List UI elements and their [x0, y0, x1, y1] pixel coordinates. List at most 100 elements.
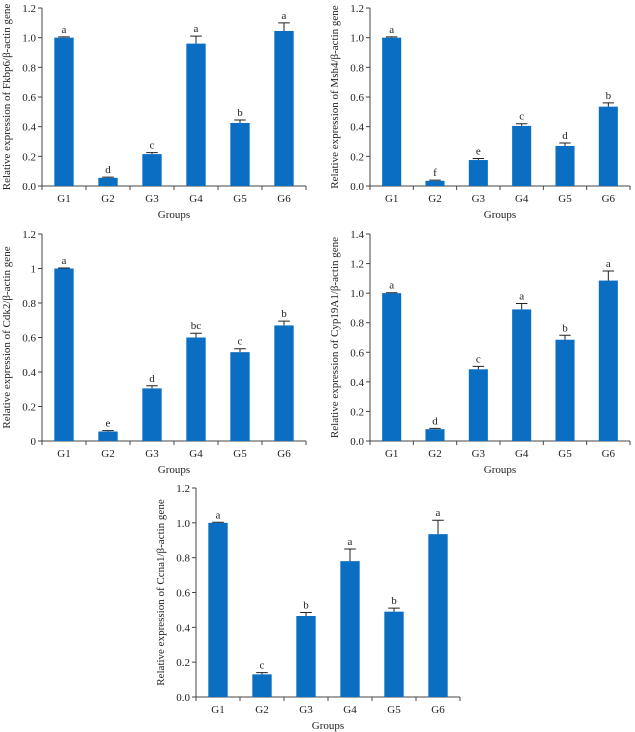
bar-g1 [382, 37, 402, 186]
chart-panel-5: 0.0 0.2 0.4 0.6 0.8 1.0 1.2 a G1 c G2 b G3 a G4 b G5 a G6 G… [155, 483, 461, 732]
x-tick-label: G6 [602, 193, 616, 205]
error-bar [190, 35, 202, 44]
bar-g3 [296, 616, 316, 697]
y-tick-label: 0.0 [176, 692, 190, 704]
x-tick-label: G1 [385, 193, 398, 205]
significance-label: a [62, 255, 67, 267]
chart-panel-4: 0.0 0.2 0.4 0.6 0.8 1.0 1.2 1.4 a G1 d G2 c G3 a G4 b G5 a… [329, 229, 631, 476]
y-tick-label: 1.2 [176, 483, 190, 495]
significance-label: e [106, 418, 111, 430]
error-bar [146, 152, 158, 155]
error-bar [58, 36, 70, 38]
significance-label: a [62, 24, 67, 36]
significance-label: e [476, 146, 481, 158]
error-bar [58, 267, 70, 269]
bar-g5 [384, 611, 404, 697]
error-bar [515, 302, 528, 310]
bar-g3 [468, 160, 488, 186]
error-bar [102, 176, 114, 178]
significance-label: b [391, 595, 397, 607]
error-bar [515, 123, 528, 126]
significance-label: d [149, 373, 155, 385]
y-tick-label: 0.8 [22, 62, 36, 74]
x-tick-label: G6 [431, 704, 445, 716]
y-tick-label: 1 [31, 264, 37, 276]
significance-label: b [303, 600, 309, 612]
x-axis-title: Groups [158, 464, 190, 476]
x-axis-title: Groups [484, 464, 516, 476]
significance-label: a [282, 10, 287, 22]
significance-label: a [389, 24, 394, 36]
significance-label: a [194, 23, 199, 35]
error-bar [559, 334, 571, 340]
bar-g4 [512, 309, 532, 441]
significance-label: b [562, 322, 568, 334]
error-bar [429, 179, 441, 181]
y-tick-label: 0.4 [350, 377, 364, 389]
y-tick-label: 1.0 [176, 518, 190, 530]
y-tick-label: 0.2 [350, 151, 364, 163]
error-bar [300, 612, 312, 617]
x-tick-label: G5 [233, 193, 247, 205]
bar-g2 [425, 180, 445, 186]
significance-label: a [519, 290, 524, 302]
error-bar [602, 102, 615, 107]
x-axis-title: Groups [312, 720, 344, 732]
y-tick-label: 1.2 [350, 259, 364, 271]
x-tick-label: G2 [255, 704, 268, 716]
x-tick-label: G3 [145, 193, 159, 205]
y-tick-label: 0.2 [350, 406, 364, 418]
x-tick-label: G1 [57, 193, 70, 205]
bar-g3 [468, 369, 488, 441]
bar-g6 [598, 280, 618, 441]
bar-g6 [274, 30, 294, 186]
significance-label: c [519, 111, 524, 123]
y-axis-title: Relative expression of Cdk2/β-actin gene [1, 246, 13, 428]
error-bar [385, 36, 398, 38]
error-bar [472, 158, 485, 161]
error-bar [146, 385, 158, 389]
bar-g5 [230, 352, 250, 441]
x-tick-label: G4 [515, 193, 529, 205]
y-tick-label: 0.6 [176, 588, 190, 600]
y-tick-label: 0.8 [176, 553, 190, 565]
error-bar [234, 348, 246, 353]
y-axis-title: Relative expression of Msh4/β-actin gene [329, 5, 341, 188]
y-tick-label: 0.2 [22, 402, 36, 414]
significance-label: a [389, 280, 394, 292]
x-tick-label: G1 [385, 448, 398, 460]
y-axis-title: Relative expression of Fkbp6/β-actin gen… [1, 4, 13, 191]
error-bar [278, 320, 290, 326]
significance-label: c [150, 140, 155, 152]
significance-label: c [476, 353, 481, 365]
y-tick-label: 0.0 [350, 436, 364, 448]
y-tick-label: 1.2 [22, 229, 36, 241]
x-tick-label: G2 [101, 448, 114, 460]
x-axis-title: Groups [158, 209, 190, 221]
x-tick-label: G6 [277, 193, 291, 205]
significance-label: c [238, 336, 243, 348]
bar-g1 [382, 293, 402, 441]
x-tick-label: G5 [387, 704, 401, 716]
bar-g5 [230, 122, 250, 186]
x-tick-label: G3 [472, 448, 486, 460]
error-bar [234, 119, 246, 123]
bar-g5 [555, 145, 575, 186]
x-tick-label: G2 [101, 193, 114, 205]
significance-label: d [562, 130, 568, 142]
bar-g4 [186, 43, 206, 186]
y-tick-label: 0.2 [176, 657, 190, 669]
y-tick-label: 0.6 [350, 92, 364, 104]
significance-label: f [433, 167, 437, 179]
x-tick-label: G5 [558, 193, 572, 205]
bar-g3 [142, 388, 162, 441]
significance-label: d [105, 164, 111, 176]
significance-label: a [348, 536, 353, 548]
bar-g4 [340, 561, 360, 697]
error-bar [190, 332, 202, 338]
y-tick-label: 0.4 [22, 367, 36, 379]
x-tick-label: G3 [472, 193, 486, 205]
error-bar [559, 142, 571, 146]
significance-label: b [606, 90, 612, 102]
